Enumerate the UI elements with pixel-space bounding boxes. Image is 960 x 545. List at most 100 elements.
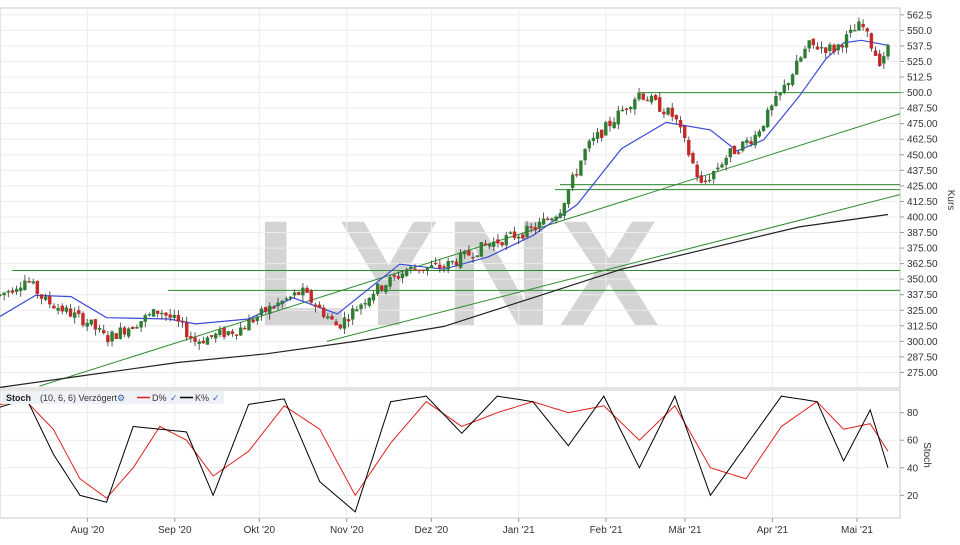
candle-body bbox=[653, 95, 658, 100]
candle-body bbox=[645, 99, 650, 102]
candle-body bbox=[60, 305, 64, 312]
price-tick-label: 287.50 bbox=[907, 352, 938, 363]
legend-d-check-icon[interactable]: ✓ bbox=[170, 393, 178, 403]
candle-body bbox=[384, 285, 388, 293]
time-tick-label: Nov '20 bbox=[330, 525, 364, 536]
candle-body bbox=[844, 34, 849, 48]
price-grid bbox=[0, 8, 900, 516]
candle-body bbox=[317, 304, 322, 308]
time-tick-label: Jan '21 bbox=[503, 525, 535, 536]
candle-body bbox=[500, 242, 504, 246]
candle-body bbox=[6, 291, 10, 293]
candle-body bbox=[724, 157, 728, 165]
candle-body bbox=[425, 267, 430, 271]
candle-body bbox=[463, 251, 467, 255]
candle-body bbox=[72, 312, 77, 318]
candle-body bbox=[205, 337, 210, 345]
candle-body bbox=[641, 93, 645, 100]
candle-body bbox=[546, 218, 550, 220]
candle-body bbox=[122, 327, 127, 335]
candle-body bbox=[201, 340, 206, 344]
candle-body bbox=[110, 331, 114, 342]
candle-body bbox=[209, 335, 214, 337]
candle-body bbox=[815, 46, 820, 50]
stoch-tick-label: 60 bbox=[907, 436, 919, 447]
candle-body bbox=[197, 341, 201, 345]
candle-body bbox=[321, 307, 326, 317]
candle-body bbox=[446, 261, 450, 270]
candle-body bbox=[658, 97, 662, 112]
candle-body bbox=[284, 298, 289, 300]
candle-body bbox=[359, 304, 363, 310]
candle-body bbox=[247, 319, 251, 331]
price-tick-label: 312.50 bbox=[907, 321, 938, 332]
candle-body bbox=[10, 290, 15, 293]
candle-body bbox=[558, 213, 562, 218]
candle-body bbox=[782, 84, 786, 93]
candle-body bbox=[147, 314, 152, 316]
candle-body bbox=[774, 95, 778, 107]
stoch-axis-ticks: 80 60 40 20 bbox=[900, 408, 919, 502]
stoch-legend-box bbox=[2, 391, 224, 404]
time-tick-label: Sep '20 bbox=[158, 525, 192, 536]
candle-body bbox=[396, 276, 401, 279]
candle-body bbox=[525, 225, 529, 237]
time-axis-ticks: Aug '20 Sep '20 Okt '20 Nov '20 Dez '20 Jan '… bbox=[71, 518, 873, 536]
candle-body bbox=[39, 294, 44, 299]
legend-k-check-icon[interactable]: ✓ bbox=[212, 393, 220, 403]
stoch-params: (10, 6, 6) Verzögert bbox=[40, 393, 118, 403]
candle-body bbox=[599, 129, 604, 138]
price-tick-label: 475.00 bbox=[907, 119, 938, 130]
price-tick-label: 437.50 bbox=[907, 166, 938, 177]
candle-body bbox=[878, 53, 882, 66]
candle-body bbox=[363, 303, 367, 305]
settings-icon[interactable]: ⚙ bbox=[117, 393, 125, 403]
candle-body bbox=[857, 21, 861, 31]
candle-body bbox=[272, 306, 276, 309]
candle-body bbox=[616, 110, 620, 125]
candle-body bbox=[608, 120, 612, 127]
candle-body bbox=[865, 28, 869, 32]
candle-body bbox=[388, 277, 392, 287]
stoch-grid bbox=[0, 412, 900, 496]
candle-body bbox=[492, 241, 496, 247]
candle-body bbox=[346, 319, 351, 322]
price-tick-label: 425.00 bbox=[907, 181, 938, 192]
candle-body bbox=[222, 328, 226, 338]
candle-body bbox=[338, 324, 342, 329]
candle-body bbox=[720, 164, 724, 168]
candle-body bbox=[749, 141, 753, 145]
candle-body bbox=[508, 232, 513, 234]
candle-body bbox=[64, 307, 69, 312]
candle-body bbox=[180, 320, 185, 323]
candle-body bbox=[77, 310, 81, 314]
moving-averages bbox=[0, 39, 889, 388]
candle-body bbox=[193, 337, 197, 342]
price-axis-ticks: 562.5 550.0 537.5 525.0 512.5 500.0 487.50 475.… bbox=[900, 10, 938, 379]
candle-body bbox=[728, 148, 733, 158]
time-tick-label: Aug '20 bbox=[71, 525, 105, 536]
price-tick-label: 387.50 bbox=[907, 228, 938, 239]
candle-body bbox=[832, 44, 836, 53]
time-tick-label: Feb '21 bbox=[590, 525, 623, 536]
candle-body bbox=[624, 108, 629, 111]
candle-body bbox=[716, 167, 720, 170]
candle-body bbox=[56, 307, 60, 311]
candle-body bbox=[550, 218, 554, 221]
candle-body bbox=[790, 74, 795, 85]
candle-body bbox=[297, 291, 301, 295]
price-tick-label: 462.50 bbox=[907, 135, 938, 146]
price-tick-label: 512.5 bbox=[907, 73, 932, 84]
price-tick-label: 275.00 bbox=[907, 368, 938, 379]
candle-body bbox=[226, 331, 230, 336]
candle-body bbox=[313, 304, 318, 307]
candle-body bbox=[741, 141, 745, 151]
candle-body bbox=[280, 300, 284, 305]
candle-body bbox=[93, 319, 98, 330]
candle-body bbox=[102, 330, 106, 334]
candle-body bbox=[869, 33, 874, 49]
price-tick-label: 300.00 bbox=[907, 337, 938, 348]
candle-body bbox=[375, 283, 380, 295]
candle-body bbox=[43, 296, 48, 301]
candle-body bbox=[450, 260, 454, 263]
